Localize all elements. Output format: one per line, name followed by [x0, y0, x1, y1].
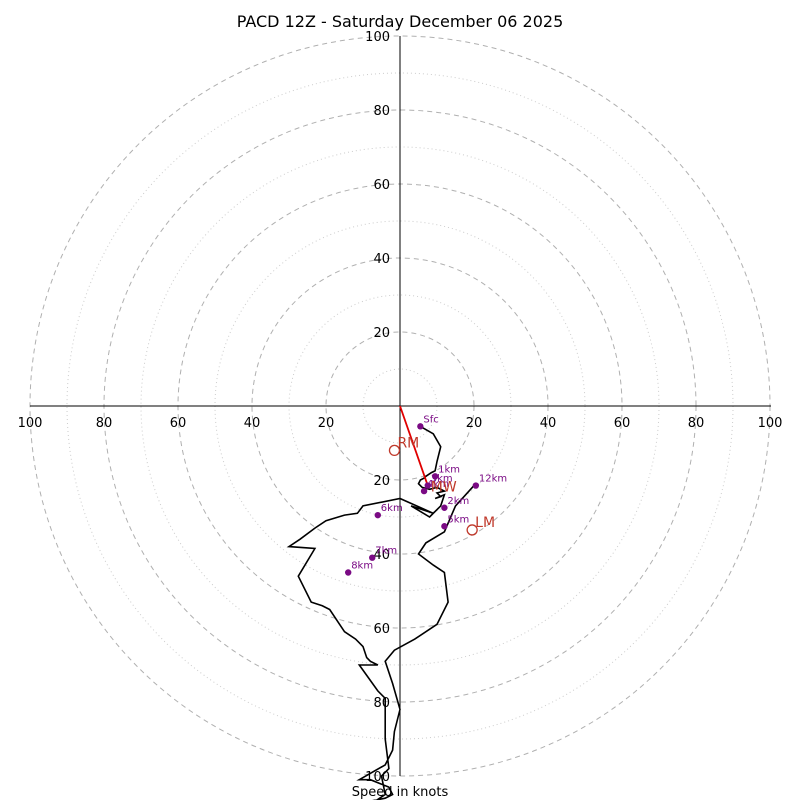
level-point-1km: [431, 473, 439, 480]
chart-title: PACD 12Z - Saturday December 06 2025: [237, 12, 564, 31]
tick-label-bottom-60: 60: [373, 622, 390, 637]
level-label-sfc: Sfc: [423, 414, 438, 425]
hodograph-trace: [286, 425, 475, 800]
tick-label-right-60: 60: [614, 416, 631, 431]
level-point-4km: [420, 487, 428, 495]
tick-label-left-80: 80: [96, 416, 113, 431]
tick-label-bottom-80: 80: [373, 696, 390, 711]
tick-label-bottom-20: 20: [373, 474, 390, 489]
level-point-2km: [441, 504, 448, 511]
tick-label-left-100: 100: [18, 416, 43, 431]
tick-label-right-20: 20: [466, 416, 483, 431]
hodograph-trace-layer: [286, 425, 475, 800]
level-point-3km: [424, 482, 431, 489]
level-label-1km: 1km: [438, 464, 460, 475]
tick-label-left-40: 40: [244, 416, 261, 431]
level-label-2km: 2km: [447, 496, 469, 507]
tick-label-top-20: 20: [373, 326, 390, 341]
level-label-4km: 4km: [427, 479, 449, 490]
storm-motion-lm: [466, 524, 478, 536]
tick-label-top-40: 40: [373, 252, 390, 267]
storm-motion-markers: RM LM MW: [388, 435, 495, 536]
storm-motion-rm: [388, 444, 401, 457]
tick-label-top-100: 100: [365, 30, 390, 45]
level-point-12km: [472, 482, 480, 489]
storm-label-lm: LM: [475, 515, 495, 531]
level-label-6km: 6km: [381, 503, 403, 514]
tick-label-right-80: 80: [688, 416, 705, 431]
tick-label-right-40: 40: [540, 416, 557, 431]
tick-label-left-20: 20: [318, 416, 335, 431]
tick-label-bottom-40: 40: [373, 548, 390, 563]
level-point-8km: [345, 569, 352, 576]
level-point-7km: [369, 554, 376, 561]
tick-label-right-100: 100: [758, 416, 783, 431]
level-point-sfc: [417, 423, 424, 430]
tick-label-top-60: 60: [373, 178, 390, 193]
x-axis-label: Speed in knots: [352, 785, 449, 800]
level-point-5km: [441, 523, 448, 530]
level-label-12km: 12km: [479, 474, 507, 485]
level-label-8km: 8km: [351, 561, 373, 572]
tick-label-left-60: 60: [170, 416, 187, 431]
level-label-7km: 7km: [375, 546, 397, 557]
mean-wind-layer: [399, 405, 429, 486]
level-label-5km: 5km: [447, 514, 469, 525]
level-label-3km: 3km: [431, 474, 453, 485]
tick-label-top-80: 80: [373, 104, 390, 119]
mean-wind-vector: [399, 405, 429, 486]
tick-labels: 100 80 60 40 20 20 40 60 80 100 20 40 60 80 100 20 40 60 8…: [18, 30, 783, 785]
level-point-6km: [374, 511, 381, 519]
mean-wind-label: MW: [431, 480, 457, 496]
storm-label-rm: RM: [397, 435, 419, 451]
